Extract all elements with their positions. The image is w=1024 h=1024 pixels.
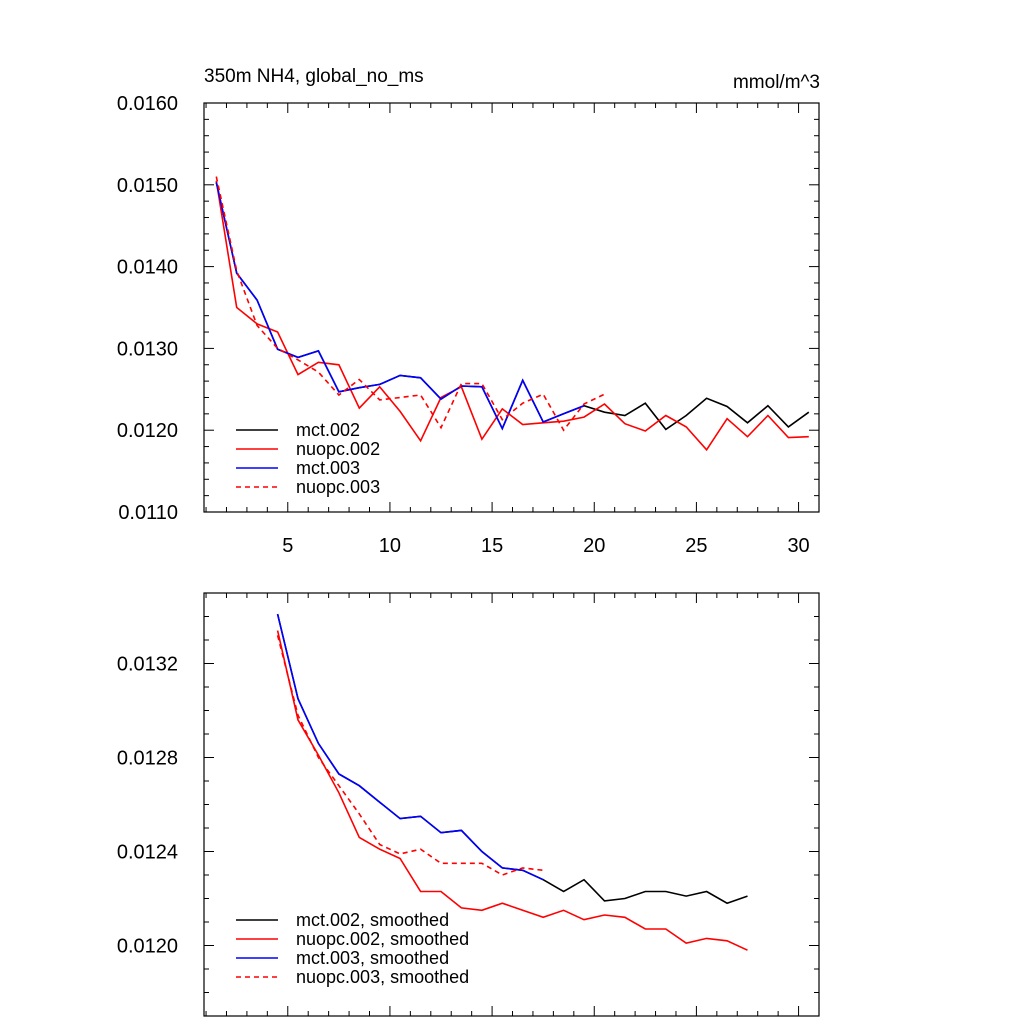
legend-label: mct.003 [296,458,360,478]
y-tick-label: 0.0150 [117,175,178,197]
chart-title: 350m NH4, global_no_ms [204,66,424,87]
bottom-chart-panel: 0.0120 0.0124 0.0128 0.0132 mct.002, smooth… [117,592,820,1017]
y-tick-label: 0.0124 [117,842,178,864]
legend-label: nuopc.003 [296,477,380,497]
y-tick-label: 0.0130 [117,338,178,360]
x-tick-label: 15 [481,535,503,557]
legend-label: mct.002, smoothed [296,910,449,930]
y-tick-label: 0.0160 [117,93,178,115]
x-tick-label: 20 [583,535,605,557]
series-line-mct-003 [215,182,585,431]
bottom-tick-labels: 0.0120 0.0124 0.0128 0.0132 [117,654,178,958]
units-label: mmol/m^3 [733,72,820,93]
series-line-nuopc-002-smoothed [276,630,748,951]
series-line-nuopc-002 [215,180,809,452]
legend-label: mct.003, smoothed [296,948,449,968]
y-tick-label: 0.0140 [117,257,178,279]
legend-label: nuopc.003, smoothed [296,967,469,987]
bottom-plot-frame [203,592,820,1017]
legend-label: nuopc.002, smoothed [296,929,469,949]
series-line-mct-003-smoothed [276,613,544,881]
series-line-nuopc-003 [215,176,605,432]
series-line-nuopc-003-smoothed [276,635,544,876]
y-tick-label: 0.0132 [117,654,178,676]
x-tick-label: 25 [685,535,707,557]
top-tick-labels: 5 10 15 20 25 30 0.0110 0.0120 0.0130 0.0140 0.015… [117,93,810,557]
top-chart-panel: 350m NH4, global_no_ms mmol/m^3 5 10 15 20 2… [117,66,820,557]
top-series-lines [215,176,810,452]
x-tick-label: 10 [379,535,401,557]
legend-label: nuopc.002 [296,439,380,459]
y-tick-label: 0.0120 [117,936,178,958]
x-tick-label: 5 [282,535,293,557]
top-plot-frame [203,102,820,513]
bottom-series-lines [276,613,748,951]
legend-label: mct.002 [296,420,360,440]
y-tick-label: 0.0128 [117,748,178,770]
x-tick-label: 30 [787,535,809,557]
y-tick-label: 0.0120 [117,420,178,442]
y-tick-label: 0.0110 [118,502,178,524]
